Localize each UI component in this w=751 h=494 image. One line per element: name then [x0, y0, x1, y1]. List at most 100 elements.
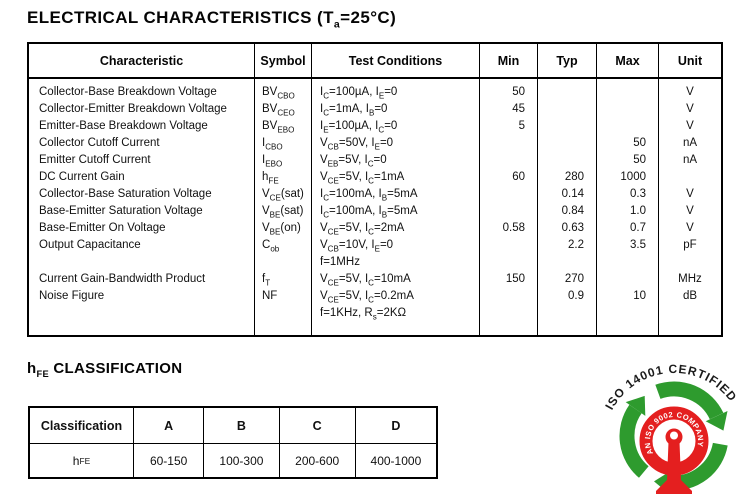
table-cell: 200-600: [280, 444, 356, 477]
cell-line: IC=100µA, IE=0: [320, 86, 398, 101]
cell-line: [480, 237, 537, 254]
cell-line: V: [686, 86, 694, 98]
cell-line: VCE=5V, IC=1mA: [320, 171, 405, 186]
cell-line: VCB=10V, IE=0: [320, 239, 394, 254]
cell-line: 0.63: [561, 222, 584, 234]
cell-line: 150: [505, 273, 525, 285]
cell-line: BVCBO: [262, 86, 295, 101]
cell-line: Collector-Emitter Breakdown Voltage: [39, 103, 227, 115]
cell-line: 0.84: [561, 205, 584, 217]
tree-trunk: [656, 442, 692, 494]
cell-line: V: [686, 222, 694, 234]
column-cells: 280 0.14 0.84 0.63 2.2 270 0.9: [538, 79, 596, 335]
header-cell: Symbol: [255, 44, 311, 79]
cell-line: Current Gain-Bandwidth Product: [39, 273, 206, 285]
table-cell: 400-1000: [370, 453, 422, 468]
cell-line: [538, 152, 596, 169]
cell-line: 0.3: [630, 188, 646, 200]
cell-line: [538, 135, 596, 152]
cell-line: MHz: [678, 273, 702, 285]
cell-line: ICBO: [262, 137, 283, 152]
cell-line: 1.0: [630, 205, 646, 217]
cell-line: [597, 84, 658, 101]
cell-line: 3.5: [630, 239, 646, 251]
cell-line: [538, 101, 596, 118]
cell-line: [597, 101, 658, 118]
cell-line: Collector-Base Saturation Voltage: [39, 188, 212, 200]
cell-line: BVEBO: [262, 120, 295, 135]
electrical-characteristics-table: Characteristic Collector-Base Breakdown V…: [27, 42, 723, 337]
cell-line: 50: [633, 154, 646, 166]
cell-line: BVCEO: [262, 103, 295, 118]
header-cell: Classification: [30, 408, 134, 444]
cell-line: V: [686, 120, 694, 132]
cell-line: VCE(sat): [262, 188, 304, 203]
cell-line: IE=100µA, IC=0: [320, 120, 398, 135]
header-cell: A: [133, 408, 205, 444]
table-cell: 60-150: [134, 444, 205, 477]
header-cell: B: [204, 408, 280, 444]
cell-line: 10: [633, 290, 646, 302]
cell-line: VCE=5V, IC=10mA: [320, 273, 411, 288]
cell-line: Noise Figure: [39, 290, 105, 302]
cell-line: VCE=5V, IC=2mA: [320, 222, 405, 237]
header-cell: Max: [597, 44, 658, 79]
header-cell: Test Conditions: [312, 44, 479, 79]
header-cell: C: [279, 408, 356, 444]
cell-line: nA: [682, 154, 698, 166]
cell-line: 50: [633, 137, 646, 149]
cell-line: [29, 254, 254, 271]
cell-line: [480, 288, 537, 305]
cell-line: [538, 254, 596, 271]
cell-line: 270: [564, 273, 584, 285]
cell-line: [480, 305, 537, 322]
column-cells: Collector-Base Breakdown Voltage Collecto…: [29, 79, 254, 335]
cell-line: Emitter Cutoff Current: [39, 154, 151, 166]
header-cell: Unit: [659, 44, 721, 79]
cell-line: 45: [512, 103, 525, 115]
cell-line: V: [686, 188, 694, 200]
cell-line: 0.58: [502, 222, 525, 234]
cell-line: hFE: [262, 171, 279, 186]
column-symbol: Symbol BVCBO BVCEO BVEBO ICBO IEBO hFE VCE(sat)…: [255, 44, 312, 335]
cell-line: Collector-Base Breakdown Voltage: [39, 86, 217, 98]
cell-line: IC=1mA, IB=0: [320, 103, 388, 118]
column-cells: 50 45 5 60 0.58 150: [480, 79, 537, 335]
cell-line: 60: [512, 171, 525, 183]
cell-line: Output Capacitance: [39, 239, 141, 251]
cell-line: [480, 186, 537, 203]
cell-line: nA: [682, 137, 698, 149]
cell-line: [480, 152, 537, 169]
header-cell: Characteristic: [29, 44, 254, 79]
cell-line: [255, 254, 311, 271]
cell-line: fT: [262, 273, 271, 288]
cell-line: Collector Cutoff Current: [39, 137, 160, 149]
cell-line: [255, 305, 311, 322]
column-max: Max 50 50 1000 0.3 1.0 0.7 3.5 10: [597, 44, 659, 335]
recycle-arrows-icon: [619, 381, 728, 494]
column-typ: Typ 280 0.14 0.84 0.63 2.2 270 0.9: [538, 44, 597, 335]
cell-line: 50: [512, 86, 525, 98]
cell-line: 0.7: [630, 222, 646, 234]
cell-line: [659, 254, 721, 271]
column-cells: 50 50 1000 0.3 1.0 0.7 3.5 10: [597, 79, 658, 335]
cell-line: Cob: [262, 239, 280, 254]
cell-line: [538, 118, 596, 135]
cell-line: VCE=5V, IC=0.2mA: [320, 290, 414, 305]
cell-line: [480, 254, 537, 271]
column-cells: IC=100µA, IE=0 IC=1mA, IB=0 IE=100µA, IC=0…: [312, 79, 479, 335]
cell-line: Base-Emitter Saturation Voltage: [39, 205, 203, 217]
cell-line: NF: [262, 290, 278, 302]
column-min: Min 50 45 5 60 0.58 150: [480, 44, 538, 335]
cell-line: [597, 271, 658, 288]
cell-line: [597, 118, 658, 135]
page-title: ELECTRICAL CHARACTERISTICS (Ta=25°C): [27, 8, 397, 31]
classification-header-row: Classification A B C D: [30, 408, 436, 444]
column-cells: BVCBO BVCEO BVEBO ICBO IEBO hFE VCE(sat) VBE(sa…: [255, 79, 311, 335]
cell-line: 2.2: [568, 239, 584, 251]
cell-line: 0.9: [568, 290, 584, 302]
